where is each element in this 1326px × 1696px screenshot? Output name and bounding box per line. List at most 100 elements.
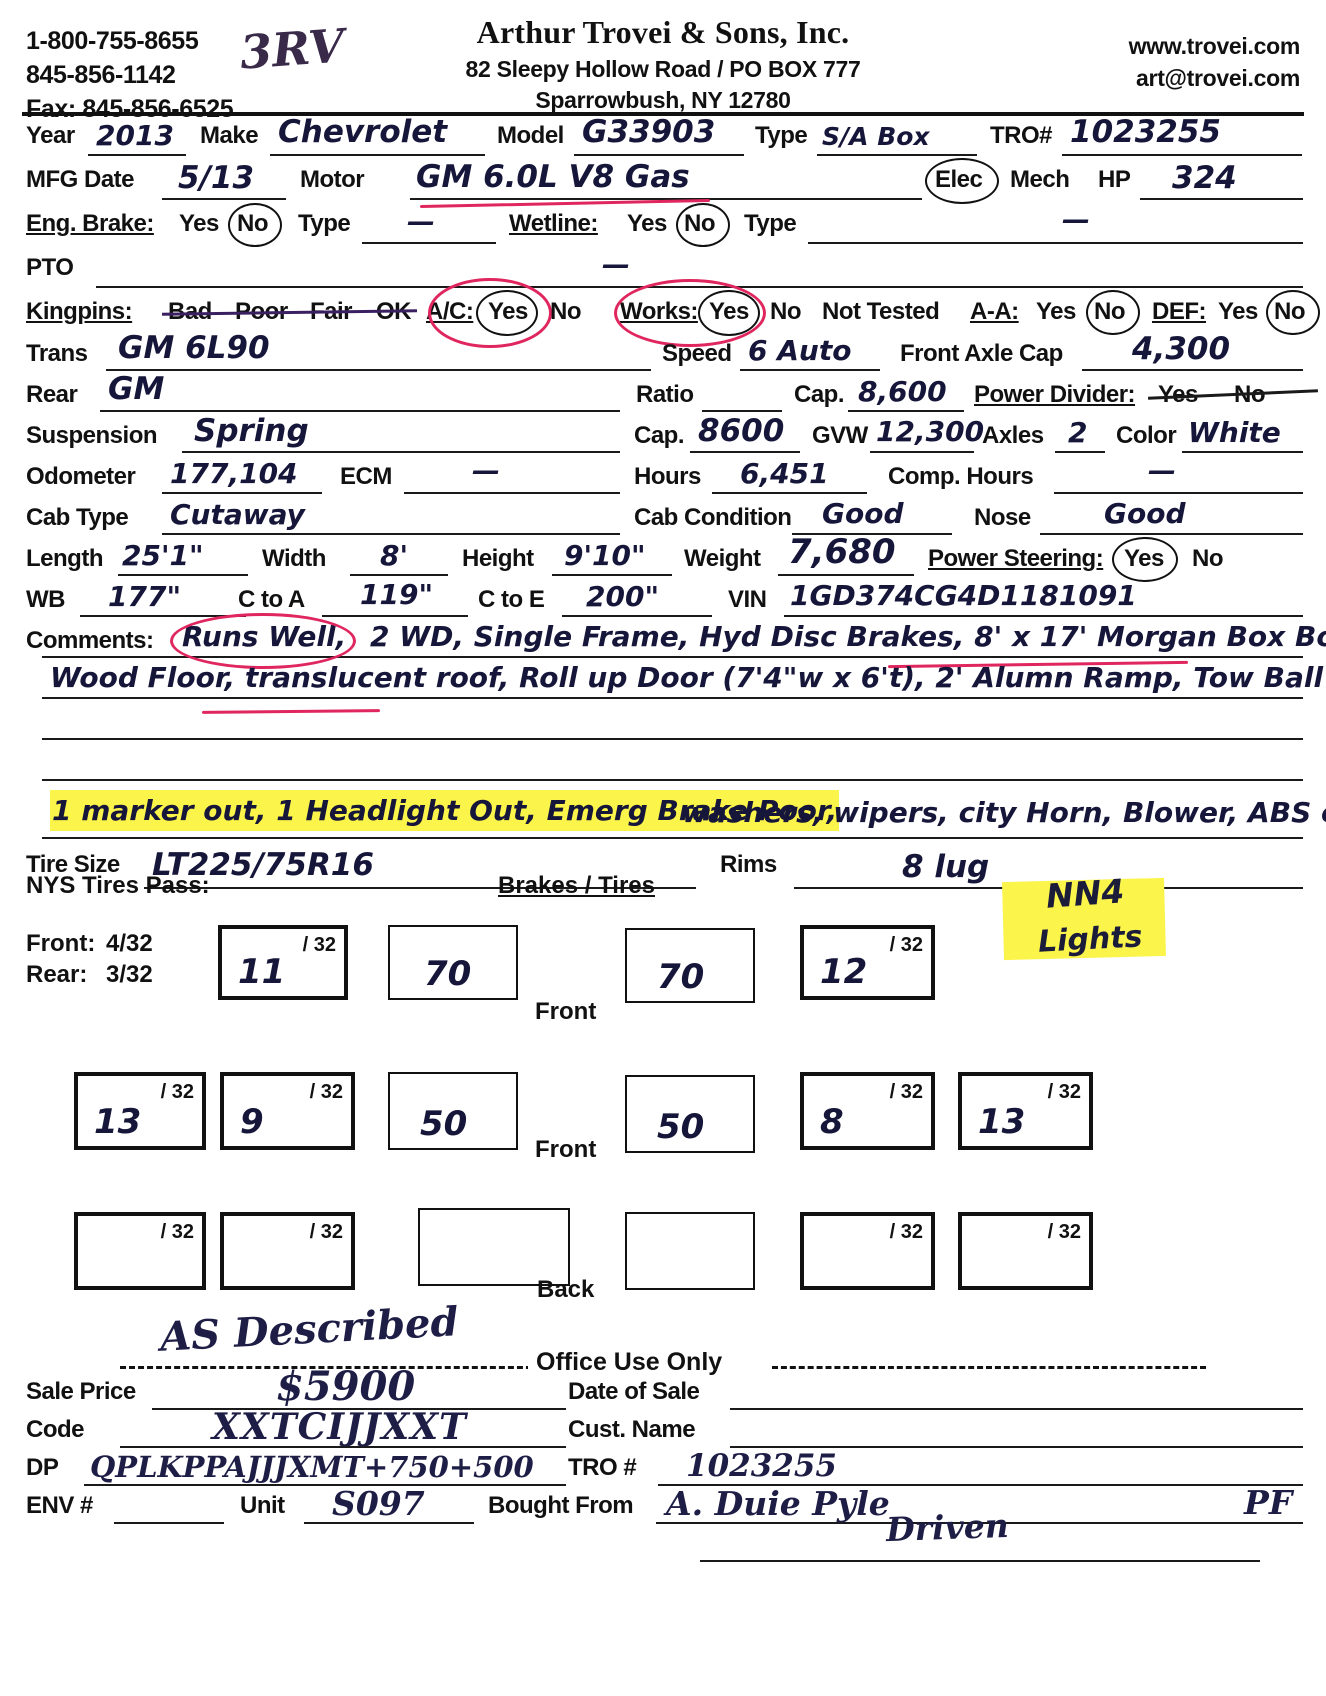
tire-box-r1c3[interactable]: 70 xyxy=(625,928,755,1003)
ecm-value[interactable]: — xyxy=(472,454,500,487)
tire-box-r1c2[interactable]: 70 xyxy=(388,925,518,1000)
tro-number-value[interactable]: 1023255 xyxy=(1070,114,1221,150)
tire-value-r1c2[interactable]: 70 xyxy=(424,954,472,994)
gvw-value[interactable]: 12,300 xyxy=(876,415,985,448)
front-pass-value[interactable]: 4/32 xyxy=(106,930,153,957)
axles-value[interactable]: 2 xyxy=(1068,416,1088,449)
cab-condition-value[interactable]: Good xyxy=(822,497,904,530)
width-value[interactable]: 8' xyxy=(380,539,409,572)
sale-price-value[interactable]: $5900 xyxy=(276,1363,416,1410)
front-axle-cap-value[interactable]: 4,300 xyxy=(1132,331,1231,367)
tire-box-r2c4[interactable]: 50 xyxy=(625,1075,755,1153)
power-steering-no[interactable]: No xyxy=(1192,545,1224,572)
tire-box-r3c6[interactable]: / 32 xyxy=(958,1212,1093,1290)
mech-label[interactable]: Mech xyxy=(1010,166,1070,193)
tire-box-r1c4[interactable]: / 32 12 xyxy=(800,925,935,1000)
year-value[interactable]: 2013 xyxy=(96,119,174,152)
trans-value[interactable]: GM 6L90 xyxy=(118,330,270,366)
cap-value[interactable]: 8,600 xyxy=(858,375,947,408)
odometer-value[interactable]: 177,104 xyxy=(170,457,298,490)
mfg-date-value[interactable]: 5/13 xyxy=(178,160,255,196)
row-cab-condition: Cab Type Cutaway Cab Condition Good Nose… xyxy=(22,497,1304,539)
tire-size-value[interactable]: LT225/75R16 xyxy=(152,847,374,883)
tire-box-r2c3[interactable]: 50 xyxy=(388,1072,518,1150)
comp-hours-value[interactable]: — xyxy=(1148,454,1176,487)
tire-value-r2c6[interactable]: 13 xyxy=(978,1102,1026,1142)
unit-value[interactable]: S097 xyxy=(332,1484,425,1523)
aa-yes[interactable]: Yes xyxy=(1036,298,1076,325)
website-url: www.trovei.com xyxy=(1128,33,1301,59)
defects-rest-text[interactable]: washers, wipers, city Horn, Blower, ABS … xyxy=(682,796,1326,829)
width-line xyxy=(350,574,448,576)
sale-price-line xyxy=(152,1408,566,1410)
vin-value[interactable]: 1GD374CG4D1181091 xyxy=(790,579,1137,612)
c-to-e-value[interactable]: 200" xyxy=(586,580,660,613)
row-mfg-motor-hp: MFG Date 5/13 Motor GM 6.0L V8 Gas Elec … xyxy=(22,158,1304,209)
length-value[interactable]: 25'1" xyxy=(122,539,204,572)
tire-value-r1c1[interactable]: 11 xyxy=(238,952,286,992)
suspension-value[interactable]: Spring xyxy=(194,413,309,449)
color-value[interactable]: White xyxy=(1188,416,1281,449)
tire-value-r1c3[interactable]: 70 xyxy=(657,957,705,997)
defects-highlighted-text[interactable]: 1 marker out, 1 Headlight Out, Emerg Bra… xyxy=(50,790,840,831)
tire-value-r2c2[interactable]: 9 xyxy=(240,1102,264,1142)
tire-box-r2c6[interactable]: / 32 13 xyxy=(958,1072,1093,1150)
tire-box-r2c1[interactable]: / 32 13 xyxy=(74,1072,206,1150)
row-suspension-gvw: Suspension Spring Cap. 8600 GVW 12,300 A… xyxy=(22,413,1304,457)
tire-box-r3c2[interactable]: / 32 xyxy=(220,1212,355,1290)
tire-box-r3c4[interactable] xyxy=(625,1212,755,1290)
rims-value[interactable]: 8 lug xyxy=(902,849,990,885)
susp-cap-value[interactable]: 8600 xyxy=(698,413,785,449)
comments-line1-rest-text[interactable]: 2 WD, Single Frame, Hyd Disc Brakes, 8' … xyxy=(370,620,1326,653)
make-value[interactable]: Chevrolet xyxy=(278,114,448,150)
type-value[interactable]: S/A Box xyxy=(822,122,930,151)
eng-brake-yes[interactable]: Yes xyxy=(179,210,219,237)
comments-line2-text[interactable]: Wood Floor, translucent roof, Roll up Do… xyxy=(50,661,1324,694)
tire-box-r3c1[interactable]: / 32 xyxy=(74,1212,206,1290)
cab-type-value[interactable]: Cutaway xyxy=(170,498,305,531)
tire-box-r3c3[interactable] xyxy=(418,1208,570,1286)
c-to-e-line xyxy=(562,615,712,617)
tire-value-r2c4[interactable]: 50 xyxy=(657,1107,705,1147)
model-value[interactable]: G33903 xyxy=(582,114,716,150)
header-divider xyxy=(22,112,1304,116)
elec-circle[interactable] xyxy=(925,158,999,204)
office-tro-value[interactable]: 1023255 xyxy=(686,1448,837,1484)
mfg-date-line xyxy=(162,198,286,200)
height-value[interactable]: 9'10" xyxy=(564,539,646,572)
wb-value[interactable]: 177" xyxy=(108,580,182,613)
bought-from-value[interactable]: A. Duie Pyle xyxy=(666,1484,890,1523)
ratio-label: Ratio xyxy=(636,381,694,408)
tire-value-r2c1[interactable]: 13 xyxy=(94,1102,142,1142)
nose-value[interactable]: Good xyxy=(1104,497,1186,530)
rear-pass-value[interactable]: 3/32 xyxy=(106,961,153,988)
speed-value[interactable]: 6 Auto xyxy=(748,334,852,367)
tire-value-r2c3[interactable]: 50 xyxy=(420,1104,468,1144)
hours-value[interactable]: 6,451 xyxy=(740,457,829,490)
tire-box-r3c5[interactable]: / 32 xyxy=(800,1212,935,1290)
tire-value-r1c4[interactable]: 12 xyxy=(820,952,868,992)
works-no[interactable]: No xyxy=(770,298,802,325)
tire-value-r2c5[interactable]: 8 xyxy=(820,1102,844,1142)
weight-value[interactable]: 7,680 xyxy=(788,532,896,572)
motor-value[interactable]: GM 6.0L V8 Gas xyxy=(416,159,690,195)
ac-no[interactable]: No xyxy=(550,298,582,325)
tire-denominator-r3c1: / 32 xyxy=(160,1221,194,1243)
tire-box-r2c5[interactable]: / 32 8 xyxy=(800,1072,935,1150)
code-value[interactable]: XXTCIJJXXT xyxy=(212,1406,467,1448)
tire-box-r1c1[interactable]: / 32 11 xyxy=(218,925,348,1000)
wetline-yes[interactable]: Yes xyxy=(627,210,667,237)
tire-box-r2c2[interactable]: / 32 9 xyxy=(220,1072,355,1150)
brakes-tires-heading: Brakes / Tires xyxy=(498,872,655,899)
def-yes[interactable]: Yes xyxy=(1218,298,1258,325)
dp-value[interactable]: QPLKPPAJJJXMT+750+500 xyxy=(90,1450,534,1484)
bought-from-label: Bought From xyxy=(488,1492,634,1519)
pto-value[interactable]: — xyxy=(602,248,630,281)
c-to-a-value[interactable]: 119" xyxy=(360,578,434,611)
eng-brake-type-value[interactable]: — xyxy=(407,205,435,238)
works-not-tested[interactable]: Not Tested xyxy=(822,298,940,325)
rear-value[interactable]: GM xyxy=(108,371,165,407)
wetline-type-value[interactable]: — xyxy=(1062,203,1090,236)
hp-value[interactable]: 324 xyxy=(1172,160,1237,196)
front-axle-cap-line xyxy=(1082,369,1303,371)
